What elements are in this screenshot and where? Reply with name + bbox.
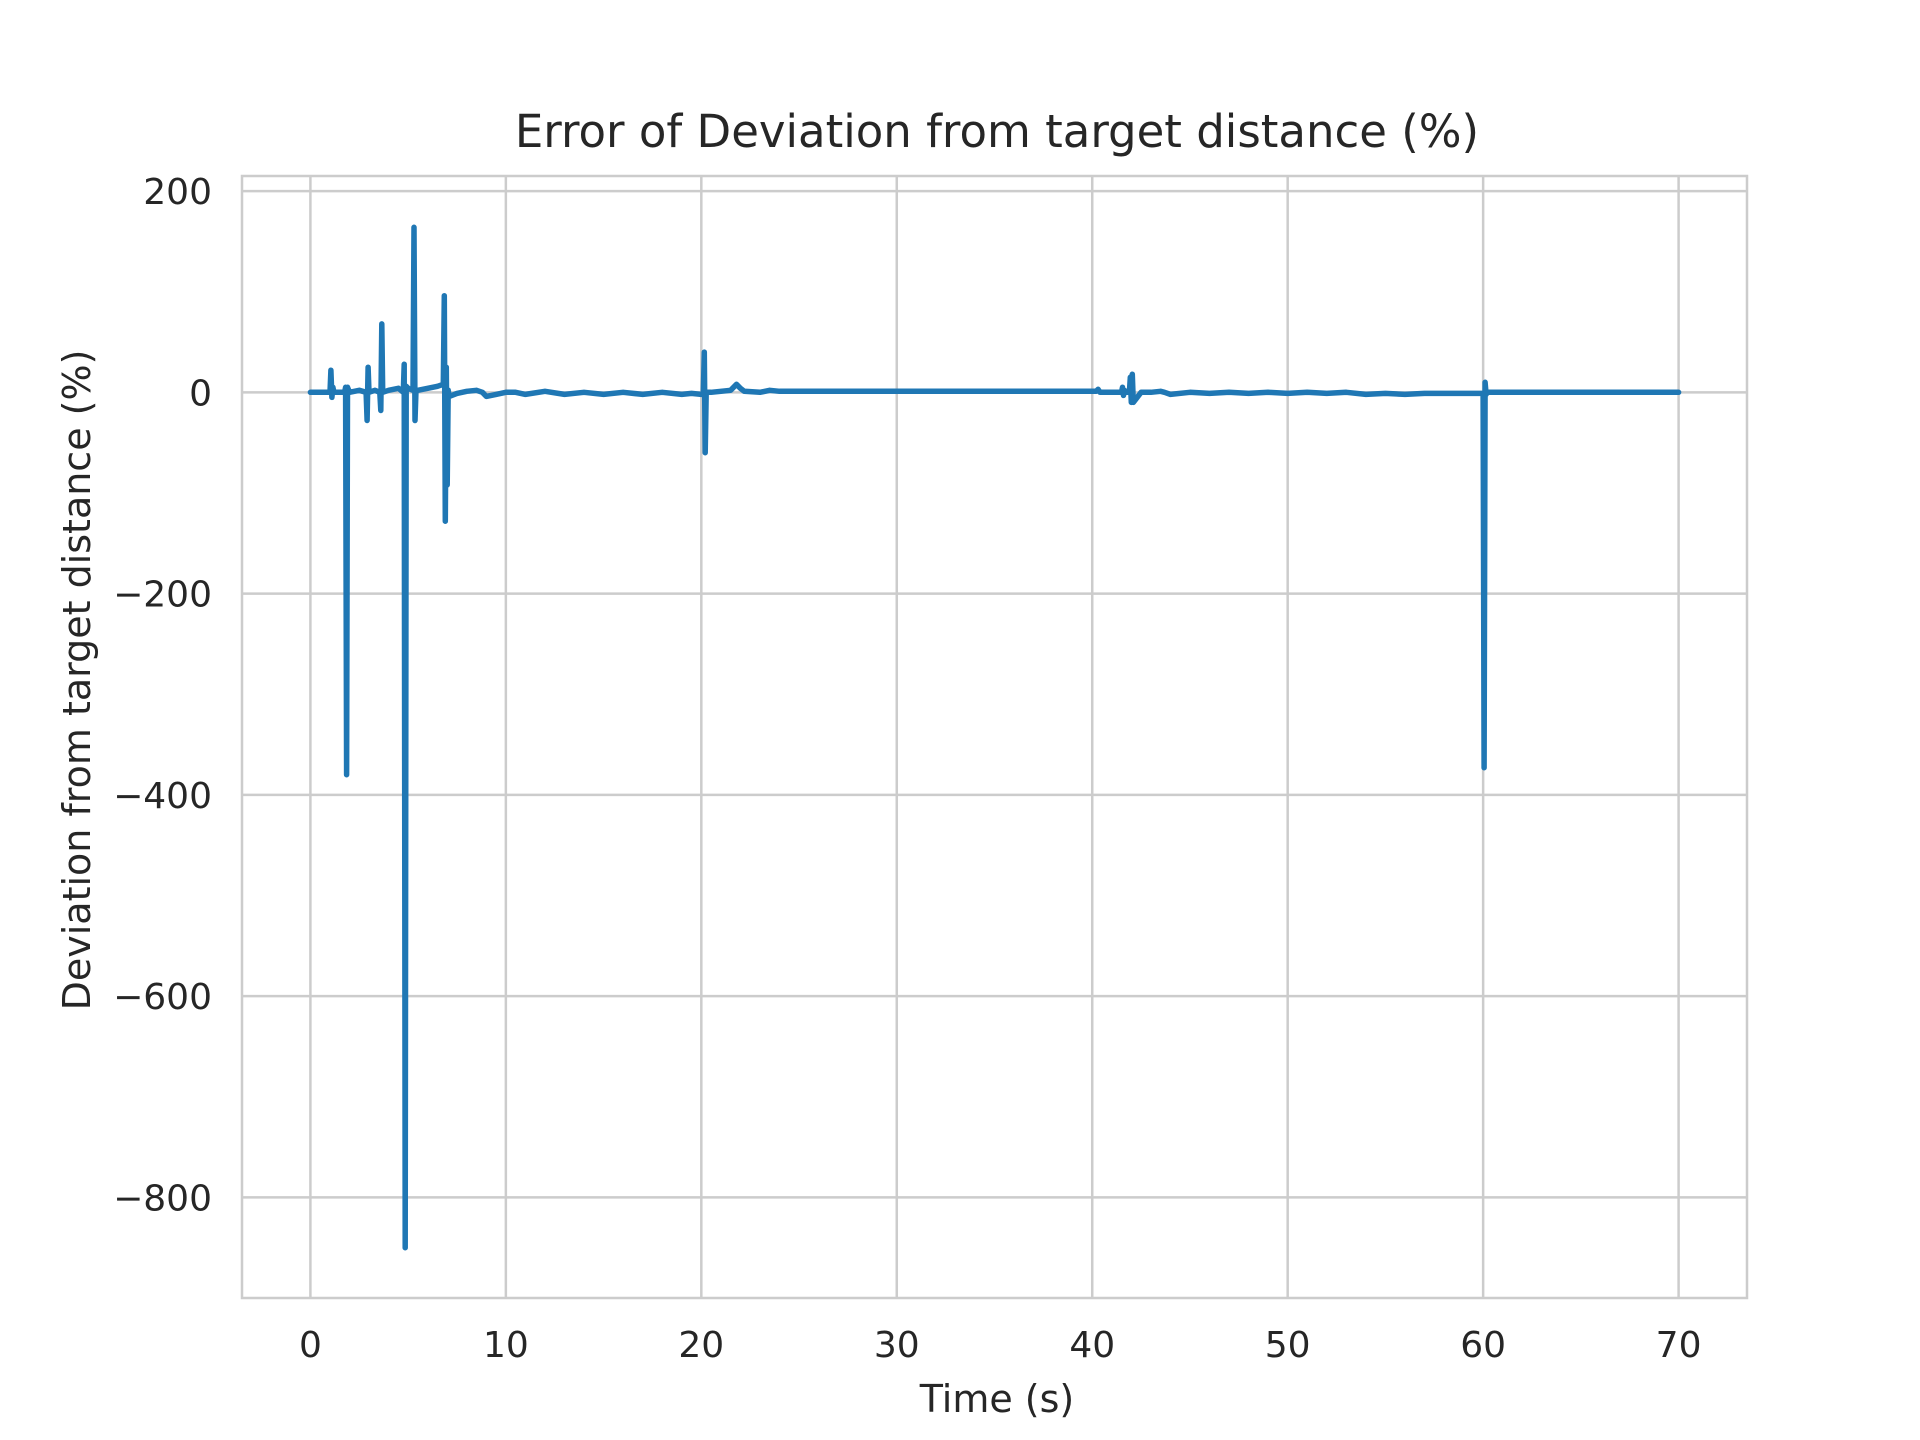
y-axis: −800 −600 −400 −200 0 200 xyxy=(113,172,212,1219)
x-axis: 0 10 20 30 40 50 60 70 xyxy=(299,1325,1702,1366)
x-tick-label: 0 xyxy=(299,1325,322,1366)
grid xyxy=(242,176,1747,1298)
y-tick-label: 200 xyxy=(143,172,212,213)
x-tick-label: 30 xyxy=(874,1325,920,1366)
y-tick-label: −200 xyxy=(113,575,212,616)
series-line-0 xyxy=(307,224,1682,1251)
y-tick-label: −600 xyxy=(113,977,212,1018)
plot-area xyxy=(240,174,1749,1300)
y-tick-label: −800 xyxy=(113,1178,212,1219)
x-tick-label: 70 xyxy=(1656,1325,1702,1366)
chart-title: Error of Deviation from target distance … xyxy=(515,105,1479,158)
y-axis-label: Deviation from target distance (%) xyxy=(55,350,99,1011)
y-tick-label: −400 xyxy=(113,776,212,817)
y-tick-label: 0 xyxy=(189,373,212,414)
x-tick-label: 40 xyxy=(1069,1325,1115,1366)
x-axis-label: Time (s) xyxy=(919,1377,1075,1421)
x-tick-label: 50 xyxy=(1265,1325,1311,1366)
series-group xyxy=(307,224,1682,1251)
x-tick-label: 20 xyxy=(678,1325,724,1366)
x-tick-label: 10 xyxy=(483,1325,529,1366)
x-tick-label: 60 xyxy=(1460,1325,1506,1366)
